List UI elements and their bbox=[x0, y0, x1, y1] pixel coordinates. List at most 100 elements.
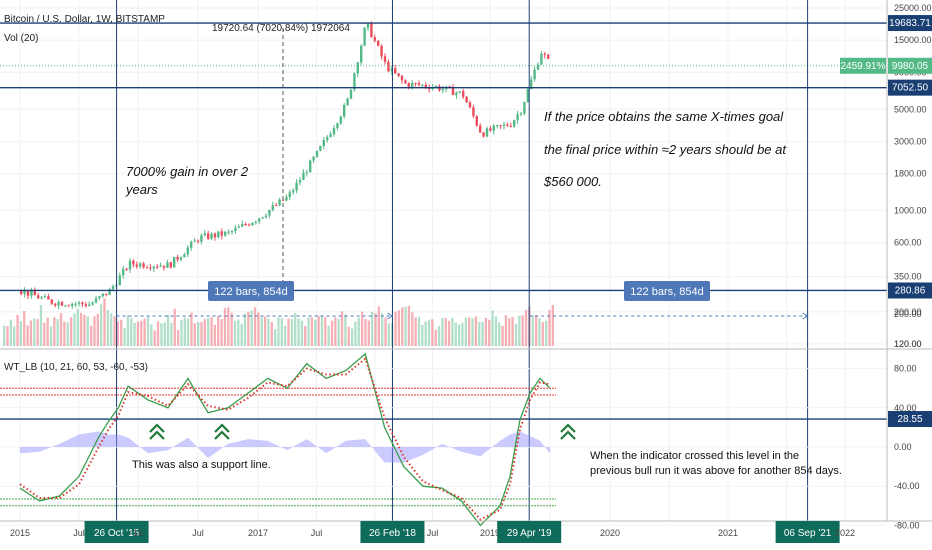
candle-body bbox=[332, 128, 336, 135]
time-tick-label: 2019 bbox=[480, 528, 500, 538]
volume-bar bbox=[367, 320, 370, 346]
candle-body bbox=[135, 264, 138, 267]
candle-body bbox=[295, 182, 298, 191]
price-tick-label: 1000.00 bbox=[894, 206, 927, 216]
candle-body bbox=[241, 224, 244, 227]
volume-bar bbox=[524, 309, 528, 346]
volume-bar bbox=[89, 325, 93, 346]
candle-body bbox=[458, 91, 461, 93]
volume-bar bbox=[29, 320, 33, 346]
volume-bar bbox=[347, 326, 350, 346]
volume-bar bbox=[93, 316, 96, 346]
candle-body bbox=[77, 302, 81, 304]
candle-body bbox=[101, 293, 104, 297]
candle-body bbox=[169, 262, 172, 268]
volume-bar bbox=[397, 310, 401, 346]
candle-body bbox=[64, 305, 67, 307]
volume-bar bbox=[156, 321, 160, 346]
volume-bar bbox=[39, 305, 43, 346]
volume-bar bbox=[207, 318, 210, 346]
volume-bar bbox=[243, 313, 247, 346]
volume-bar bbox=[49, 326, 53, 346]
volume-bar bbox=[468, 317, 471, 346]
candle-body bbox=[489, 128, 492, 131]
volume-bar bbox=[457, 324, 461, 346]
candle-body bbox=[207, 233, 210, 239]
volume-bar bbox=[36, 319, 39, 346]
candle-body bbox=[407, 83, 410, 87]
date-tag-bg bbox=[497, 521, 562, 543]
volume-bar bbox=[203, 319, 207, 346]
volume-bar bbox=[411, 312, 414, 346]
candle-body bbox=[264, 215, 268, 218]
volume-bar bbox=[126, 315, 130, 346]
candle-body bbox=[122, 268, 125, 276]
candle-body bbox=[237, 226, 240, 228]
time-tick-label: 2021 bbox=[718, 528, 738, 538]
volume-bar bbox=[437, 325, 441, 346]
candle-body bbox=[363, 27, 366, 46]
volume-bar bbox=[180, 320, 183, 346]
candle-body bbox=[434, 86, 438, 88]
volume-bar bbox=[210, 316, 213, 346]
candle-body bbox=[390, 68, 393, 72]
time-tick-label: 16 bbox=[133, 528, 143, 538]
up-arrow-icon bbox=[214, 423, 230, 440]
candle-body bbox=[98, 296, 101, 299]
date-tag-label: 26 Feb '18 bbox=[369, 528, 416, 539]
current-pct-tag: 2459.91% bbox=[840, 61, 885, 72]
volume-bar bbox=[317, 315, 320, 346]
candle-body bbox=[499, 125, 502, 127]
candle-body bbox=[530, 79, 533, 90]
candle-body bbox=[227, 231, 230, 233]
date-marker-lines bbox=[116, 0, 809, 521]
price-tick-label: 25000.00 bbox=[894, 3, 932, 13]
candle-body bbox=[111, 286, 115, 290]
volume-bar bbox=[6, 326, 9, 346]
volume-bar bbox=[66, 322, 69, 346]
volume-bar bbox=[257, 312, 260, 346]
volume-bar bbox=[451, 317, 454, 346]
candle-body bbox=[81, 302, 84, 305]
candle-body bbox=[166, 262, 169, 268]
volume-bar bbox=[421, 324, 424, 346]
volume-bar bbox=[374, 313, 377, 346]
price-tick-label: 200.00 bbox=[894, 307, 922, 317]
candle-body bbox=[455, 92, 458, 96]
volume-bar bbox=[544, 320, 548, 346]
candle-body bbox=[179, 257, 183, 260]
candle-body bbox=[84, 304, 87, 307]
volume-bar bbox=[401, 307, 404, 346]
volume-bar bbox=[324, 317, 327, 346]
candle-body bbox=[139, 263, 142, 267]
volume-bar bbox=[478, 322, 481, 346]
candle-body bbox=[152, 266, 155, 269]
volume-bar bbox=[100, 304, 103, 346]
volume-bar bbox=[173, 308, 176, 346]
volume-bar bbox=[394, 311, 397, 346]
volume-bar bbox=[79, 312, 83, 346]
current-price-tag: 9980.05 bbox=[892, 61, 929, 72]
volume-bar bbox=[26, 325, 29, 346]
volume-bar bbox=[541, 322, 544, 346]
volume-bar bbox=[314, 319, 317, 346]
volume-bar bbox=[240, 323, 243, 346]
volume-bar bbox=[431, 319, 434, 346]
candle-body bbox=[492, 125, 495, 131]
volume-bar bbox=[130, 317, 133, 346]
volume-bar bbox=[518, 315, 521, 346]
candle-body bbox=[451, 86, 455, 96]
volume-bar bbox=[290, 319, 294, 346]
volume-bar bbox=[86, 316, 89, 346]
candle-body bbox=[383, 56, 387, 62]
candle-body bbox=[176, 256, 179, 260]
volume-bar bbox=[146, 317, 150, 346]
volume-bar bbox=[474, 316, 478, 346]
volume-bar bbox=[233, 320, 237, 346]
candle-body bbox=[142, 263, 145, 268]
volume-bar bbox=[9, 319, 12, 346]
volume-bar bbox=[454, 322, 457, 346]
volume-bar bbox=[330, 320, 334, 346]
candle-body bbox=[485, 128, 489, 137]
